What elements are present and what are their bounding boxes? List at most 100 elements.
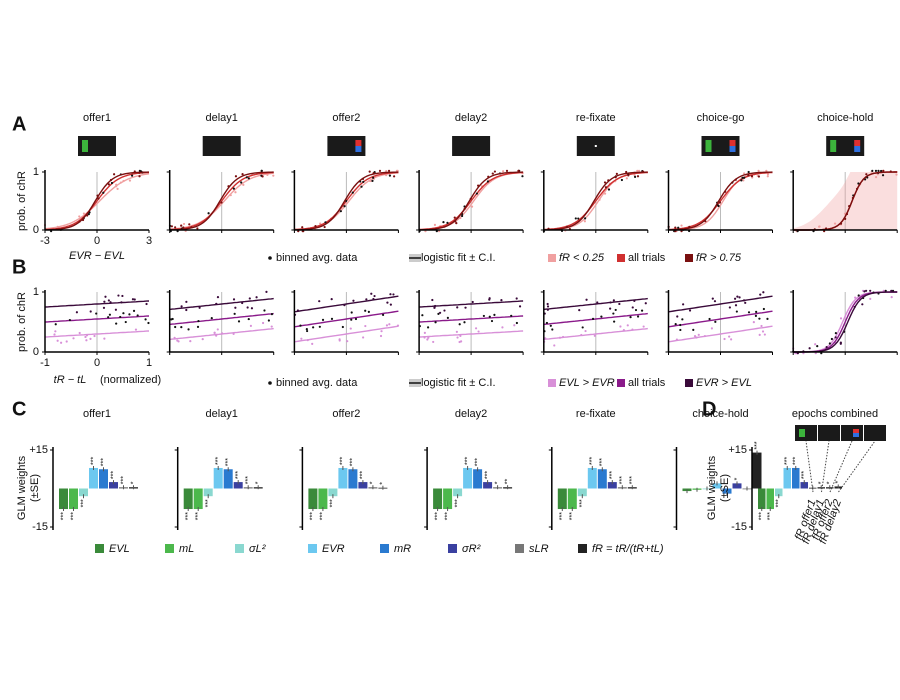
- binned-dot: [851, 196, 854, 200]
- binned-dot: [625, 170, 628, 174]
- logistic-fit: [44, 171, 150, 231]
- legend-label: fR < 0.25: [559, 252, 605, 264]
- binned-dot: [311, 342, 314, 345]
- binned-dot: [185, 308, 188, 312]
- significance: *: [835, 480, 842, 483]
- binned-dot: [319, 222, 322, 225]
- binned-dot: [549, 324, 552, 327]
- binned-dot: [197, 319, 200, 323]
- legend-swatch: [578, 544, 587, 553]
- binned-dot: [679, 323, 682, 327]
- binned-dot: [766, 317, 769, 320]
- bar: [338, 467, 348, 489]
- binned-dot: [733, 297, 737, 300]
- bar: [318, 488, 328, 510]
- epoch-title: delay2: [455, 408, 487, 420]
- binned-dot: [443, 309, 446, 312]
- significance: *: [380, 482, 387, 485]
- epoch-title: choice-hold: [817, 112, 873, 124]
- binned-dot: [433, 223, 437, 226]
- significance: ***: [90, 457, 97, 465]
- binned-dot: [75, 311, 78, 314]
- binned-dot: [86, 214, 89, 217]
- significance: ***: [245, 476, 252, 484]
- binned-dot: [388, 174, 392, 177]
- y-tick-label: 0: [33, 346, 39, 358]
- significance: *: [255, 481, 262, 484]
- binned-dot: [378, 169, 382, 172]
- binned-dot: [816, 345, 819, 348]
- binned-dot: [389, 293, 392, 296]
- binned-dot: [869, 297, 872, 300]
- binned-dot: [117, 294, 120, 297]
- binned-dot: [107, 183, 110, 186]
- connector: [821, 440, 830, 493]
- binned-dot: [839, 222, 843, 225]
- binned-dot: [889, 170, 892, 173]
- binned-dot: [682, 303, 685, 306]
- logistic-fit: [294, 171, 399, 231]
- binned-dot: [644, 302, 647, 305]
- binned-dot: [593, 334, 596, 337]
- significance: *: [130, 481, 137, 484]
- bar: [308, 488, 318, 510]
- binned-dot: [426, 326, 430, 329]
- legend-swatch: [308, 544, 317, 553]
- binned-dot: [144, 318, 147, 321]
- binned-dot: [754, 314, 758, 317]
- binned-dot: [78, 215, 81, 218]
- binned-dot: [389, 303, 392, 306]
- binned-dot: [631, 306, 634, 309]
- binned-dot: [147, 321, 150, 325]
- binned-dot: [255, 296, 258, 299]
- binned-dot: [388, 323, 391, 326]
- binned-dot: [120, 301, 123, 304]
- binned-dot: [305, 328, 308, 331]
- binned-dot: [349, 327, 352, 330]
- binned-dot: [825, 345, 828, 349]
- binned-dot: [97, 197, 100, 200]
- binned-dot: [267, 319, 270, 322]
- significance: ***: [754, 441, 761, 449]
- y-tick-label: +15: [29, 444, 48, 456]
- logistic-fit: [543, 312, 648, 326]
- legend-label: logistic fit ± C.I.: [421, 377, 496, 389]
- binned-dot: [627, 174, 630, 177]
- binned-dot: [839, 341, 842, 344]
- binned-dot: [240, 181, 243, 184]
- binned-dot: [300, 337, 303, 340]
- binned-dot: [431, 298, 434, 302]
- binned-dot: [584, 217, 587, 220]
- logistic-fit: [543, 171, 648, 231]
- binned-dot: [272, 174, 275, 177]
- binned-dot: [561, 335, 565, 339]
- binned-dot: [551, 328, 554, 331]
- binned-dot: [677, 226, 680, 229]
- binned-dot: [603, 192, 607, 195]
- binned-dot: [752, 321, 755, 324]
- binned-dot: [600, 315, 603, 318]
- binned-dot: [176, 339, 179, 342]
- binned-dot: [865, 289, 868, 292]
- binned-dot: [853, 305, 856, 309]
- binned-dot: [844, 217, 847, 220]
- binned-dot: [232, 298, 236, 301]
- binned-dot: [182, 226, 185, 229]
- binned-dot: [370, 292, 373, 295]
- binned-dot: [546, 302, 549, 306]
- binned-dot: [874, 169, 878, 172]
- binned-dot: [681, 318, 684, 321]
- binned-dot: [581, 326, 584, 329]
- binned-dot: [713, 300, 717, 303]
- binned-dot: [493, 170, 497, 173]
- binned-dot: [182, 222, 186, 226]
- binned-dot: [318, 300, 321, 303]
- binned-dot: [103, 337, 106, 340]
- binned-dot: [580, 333, 583, 337]
- logistic-fit: [668, 295, 773, 313]
- binned-dot: [861, 303, 864, 306]
- epoch-title: delay2: [455, 112, 487, 124]
- binned-dot: [234, 175, 238, 178]
- binned-dot: [884, 289, 887, 292]
- binned-dot: [629, 315, 632, 319]
